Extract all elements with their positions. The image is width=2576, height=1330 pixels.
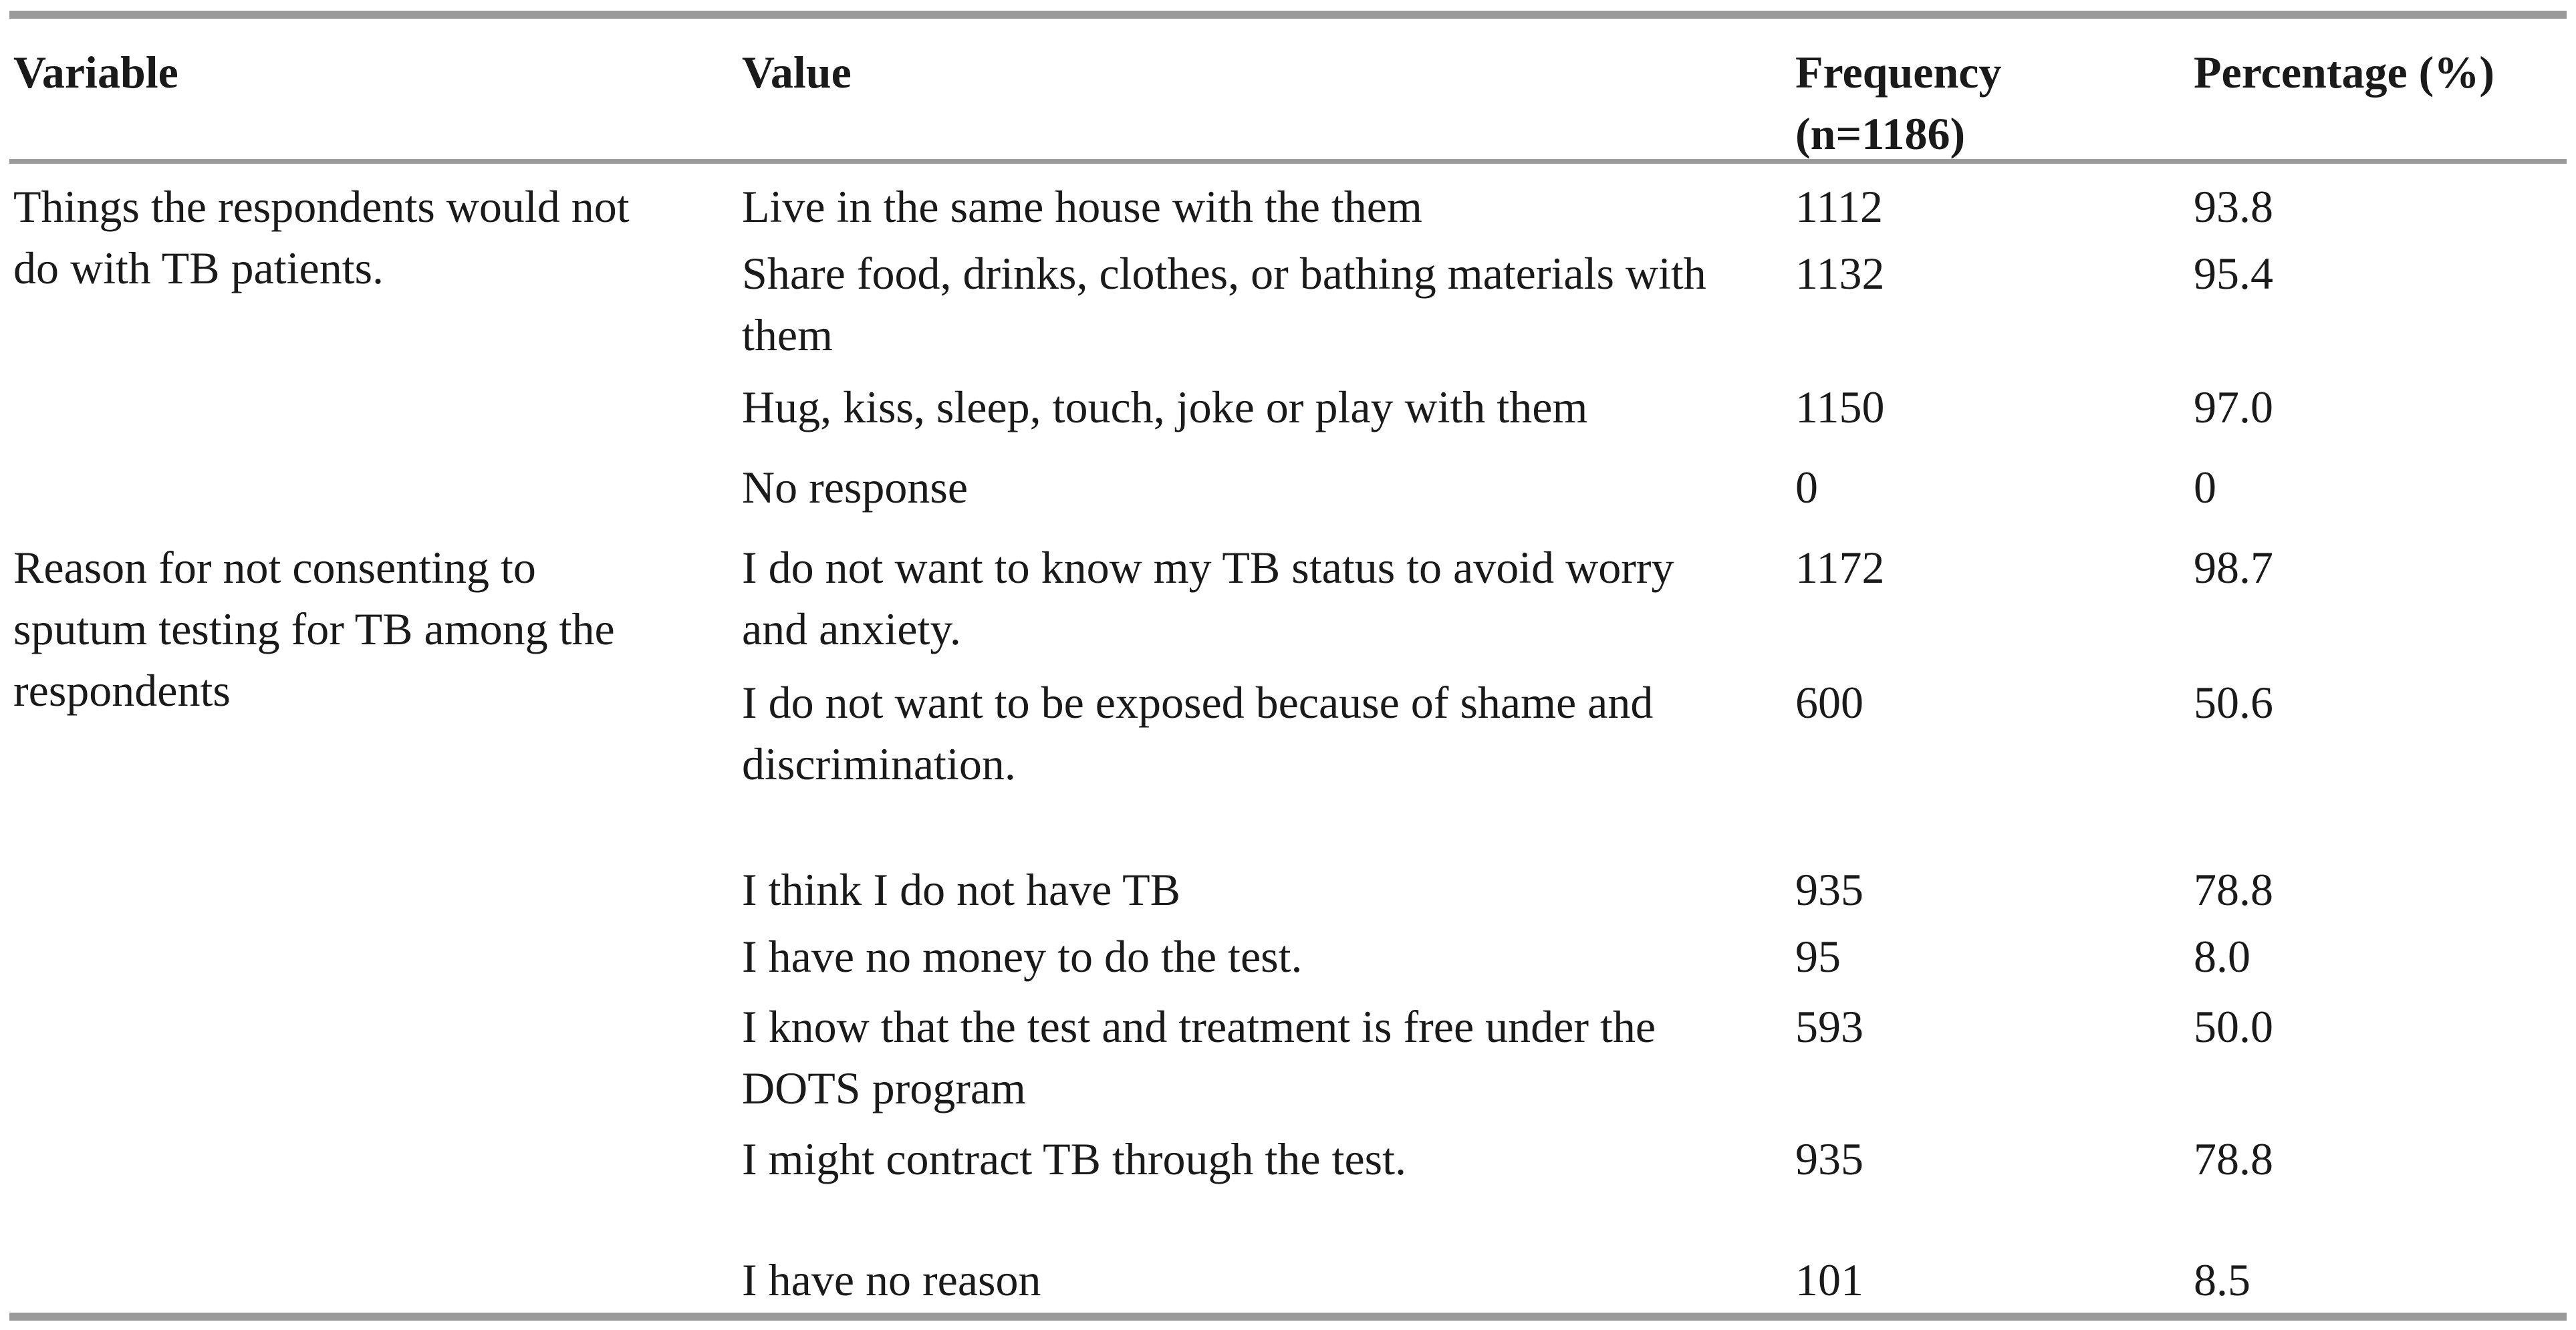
row-value: DOTS program — [742, 1063, 1026, 1113]
row-value: I think I do not have TB — [742, 864, 1180, 915]
row-frequency: 600 — [1795, 677, 1863, 728]
header-percentage: Percentage (%) — [2194, 47, 2494, 98]
row-frequency: 0 — [1795, 462, 1818, 513]
row-frequency: 935 — [1795, 1134, 1863, 1184]
table-top-rule — [9, 11, 2567, 19]
table-bottom-rule — [9, 1313, 2567, 1321]
row-value: Live in the same house with the them — [742, 181, 1422, 232]
header-value: Value — [742, 47, 852, 98]
row-percentage: 8.5 — [2194, 1254, 2250, 1305]
row-value: I have no money to do the test. — [742, 931, 1303, 982]
row-frequency: 1132 — [1795, 248, 1885, 299]
group-variable-label: Reason for not consenting to — [13, 542, 536, 593]
row-value: I have no reason — [742, 1254, 1041, 1305]
group-variable-label: Things the respondents would not — [13, 181, 630, 232]
header-frequency-n: (n=1186) — [1795, 108, 1966, 159]
row-percentage: 95.4 — [2194, 248, 2273, 299]
row-value: No response — [742, 462, 969, 513]
row-percentage: 78.8 — [2194, 864, 2273, 915]
row-percentage: 97.0 — [2194, 382, 2273, 432]
row-value: Hug, kiss, sleep, touch, joke or play wi… — [742, 382, 1588, 432]
row-value: I do not want to be exposed because of s… — [742, 677, 1654, 728]
row-value: I might contract TB through the test. — [742, 1134, 1407, 1184]
table-header-rule — [9, 159, 2567, 164]
row-percentage: 50.0 — [2194, 1001, 2273, 1052]
row-frequency: 935 — [1795, 864, 1863, 915]
row-percentage: 98.7 — [2194, 542, 2273, 593]
row-frequency: 1112 — [1795, 181, 1883, 232]
group-variable-label: sputum testing for TB among the — [13, 604, 615, 654]
header-variable: Variable — [13, 47, 178, 98]
row-percentage: 93.8 — [2194, 181, 2273, 232]
row-percentage: 78.8 — [2194, 1134, 2273, 1184]
row-value: them — [742, 309, 833, 360]
row-frequency: 1150 — [1795, 382, 1885, 432]
row-value: discrimination. — [742, 739, 1016, 789]
row-frequency: 593 — [1795, 1001, 1863, 1052]
row-percentage: 8.0 — [2194, 931, 2250, 982]
header-frequency: Frequency — [1795, 47, 2002, 98]
row-percentage: 50.6 — [2194, 677, 2273, 728]
group-variable-label: respondents — [13, 665, 231, 716]
row-value: I do not want to know my TB status to av… — [742, 542, 1674, 593]
row-frequency: 1172 — [1795, 542, 1885, 593]
row-frequency: 101 — [1795, 1254, 1863, 1305]
data-table: Variable Value Frequency (n=1186) Percen… — [9, 11, 2567, 1321]
row-percentage: 0 — [2194, 462, 2216, 513]
row-value: I know that the test and treatment is fr… — [742, 1001, 1656, 1052]
row-value: Share food, drinks, clothes, or bathing … — [742, 248, 1706, 299]
row-value: and anxiety. — [742, 604, 961, 654]
group-variable-label: do with TB patients. — [13, 243, 384, 293]
row-frequency: 95 — [1795, 931, 1841, 982]
